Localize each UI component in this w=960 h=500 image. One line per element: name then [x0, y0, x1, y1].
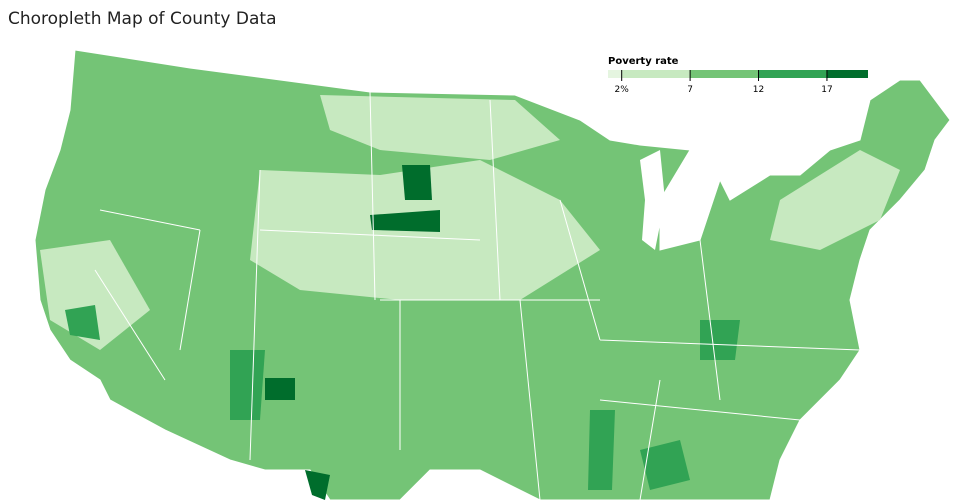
mid-region [640, 440, 690, 490]
legend-tick-label: 2% [615, 85, 630, 95]
mid-region [700, 320, 740, 360]
chart-title: Choropleth Map of County Data [8, 9, 277, 29]
light-region [770, 150, 900, 250]
legend: Poverty rate 2% 7 12 17 [608, 56, 868, 95]
legend-swatch [758, 70, 827, 78]
dark-region [305, 470, 330, 500]
state-borders [94, 91, 861, 500]
legend-swatch [690, 70, 759, 78]
light-region [320, 95, 560, 160]
legend-swatch [621, 70, 691, 78]
border [94, 91, 861, 500]
map [34, 49, 951, 500]
legend-title: Poverty rate [608, 56, 679, 67]
legend-tick-label: 12 [753, 85, 764, 95]
mid-region [588, 410, 615, 490]
legend-tick-label: 17 [821, 85, 832, 95]
mid-region [230, 350, 265, 420]
legend-swatch [608, 70, 622, 78]
lake [640, 150, 665, 250]
mid-region [65, 305, 100, 340]
legend-swatch [826, 70, 868, 78]
dark-region [265, 378, 295, 400]
dark-region [402, 165, 432, 200]
dark-region [370, 210, 440, 232]
legend-tick-label: 7 [687, 85, 693, 95]
